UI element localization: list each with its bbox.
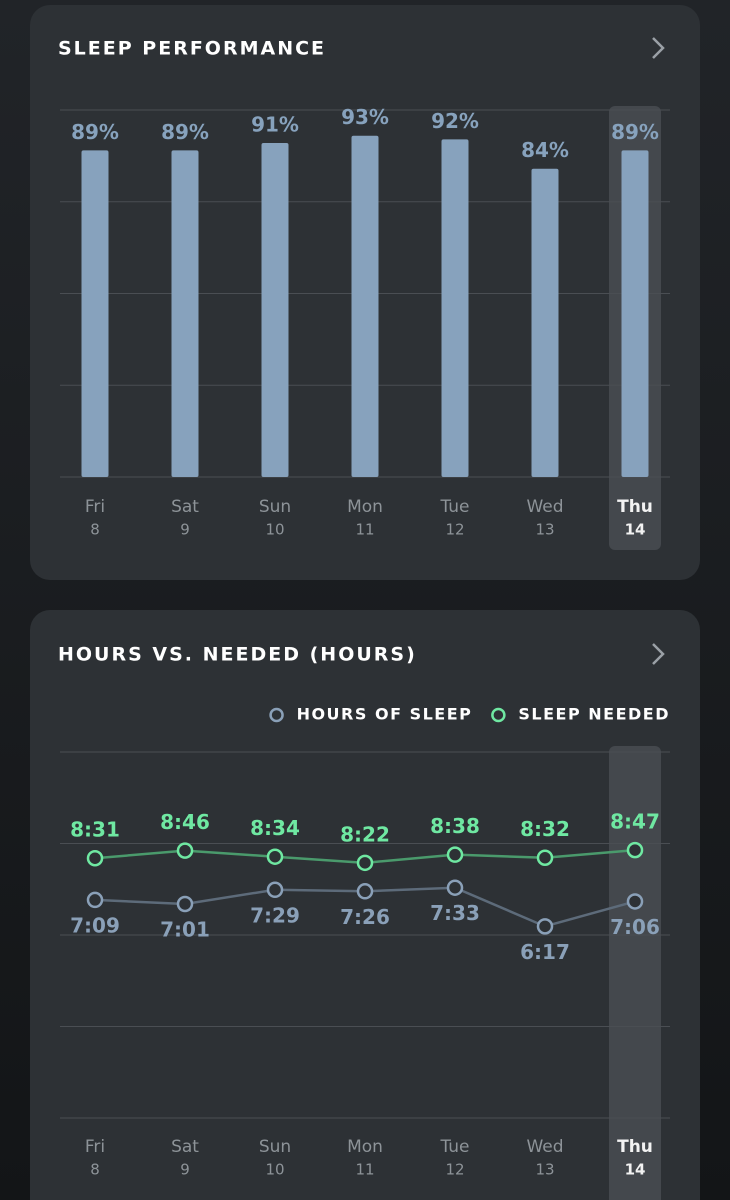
card-title: HOURS VS. NEEDED (HOURS) bbox=[58, 644, 417, 666]
point bbox=[86, 891, 104, 909]
value-label: 8:47 bbox=[610, 810, 660, 834]
x-tick-label: Sun bbox=[259, 1137, 291, 1157]
value-label: 8:38 bbox=[430, 814, 480, 838]
x-tick-label: Fri bbox=[85, 497, 105, 517]
point bbox=[356, 854, 374, 872]
card bbox=[30, 610, 700, 1200]
x-tick-label: 13 bbox=[535, 521, 554, 539]
x-tick-label: 10 bbox=[265, 1161, 284, 1179]
bar bbox=[171, 150, 199, 477]
x-tick-label: Mon bbox=[347, 1137, 383, 1157]
value-label: 7:33 bbox=[430, 901, 480, 925]
point bbox=[266, 848, 284, 865]
x-tick-label: Sun bbox=[259, 497, 291, 517]
point bbox=[446, 846, 464, 863]
value-label: 84% bbox=[521, 138, 569, 162]
value-label: 8:31 bbox=[70, 818, 120, 842]
point bbox=[356, 883, 374, 900]
legend-label: SLEEP NEEDED bbox=[518, 705, 670, 724]
x-tick-label: 8 bbox=[90, 521, 100, 539]
x-tick-label: Mon bbox=[347, 497, 383, 517]
value-label: 8:46 bbox=[160, 810, 210, 834]
value-label: 8:22 bbox=[340, 822, 390, 846]
highlight bbox=[609, 746, 661, 1200]
x-tick-label: 12 bbox=[445, 521, 464, 539]
legend-marker bbox=[269, 707, 284, 723]
point bbox=[266, 881, 284, 899]
value-label: 92% bbox=[431, 109, 479, 133]
point bbox=[86, 849, 104, 867]
value-label: 7:01 bbox=[160, 917, 210, 941]
x-tick-label: 10 bbox=[265, 521, 284, 539]
x-tick-label: Sat bbox=[171, 1137, 199, 1157]
point bbox=[536, 849, 554, 866]
x-tick-label: Tue bbox=[439, 497, 469, 517]
x-tick-label: 11 bbox=[355, 521, 374, 539]
legend-marker bbox=[491, 707, 506, 723]
value-label: 89% bbox=[71, 120, 119, 144]
value-label: 7:06 bbox=[610, 915, 660, 939]
x-tick-label: 8 bbox=[90, 1161, 100, 1179]
value-label: 91% bbox=[251, 113, 299, 137]
value-label: 89% bbox=[161, 120, 209, 144]
legend-label: HOURS OF SLEEP bbox=[297, 705, 473, 724]
x-tick-label: Thu bbox=[617, 1137, 653, 1157]
x-tick-label: 14 bbox=[625, 521, 646, 539]
x-tick-label: Tue bbox=[439, 1137, 469, 1157]
chevron[interactable] bbox=[652, 643, 665, 665]
bar bbox=[261, 143, 289, 477]
value-label: 93% bbox=[341, 105, 389, 129]
x-tick-label: Wed bbox=[526, 497, 563, 517]
x-tick-label: 14 bbox=[625, 1161, 646, 1179]
bar bbox=[621, 150, 649, 477]
bar bbox=[81, 150, 109, 477]
x-tick-label: Sat bbox=[171, 497, 199, 517]
point bbox=[176, 895, 194, 913]
value-label: 8:32 bbox=[520, 817, 570, 841]
bar bbox=[351, 135, 379, 477]
value-label: 6:17 bbox=[520, 940, 570, 964]
value-label: 7:29 bbox=[250, 903, 300, 927]
bar bbox=[441, 139, 469, 478]
x-tick-label: 12 bbox=[445, 1161, 464, 1179]
x-tick-label: 9 bbox=[180, 521, 190, 539]
point bbox=[446, 879, 464, 896]
x-tick-label: 13 bbox=[535, 1161, 554, 1179]
x-tick-label: Thu bbox=[617, 497, 653, 517]
bar bbox=[531, 168, 559, 477]
point bbox=[536, 918, 554, 935]
card-title: SLEEP PERFORMANCE bbox=[58, 38, 326, 60]
x-tick-label: Fri bbox=[85, 1137, 105, 1157]
x-tick-label: Wed bbox=[526, 1137, 563, 1157]
x-tick-label: 11 bbox=[355, 1161, 374, 1179]
x-tick-label: 9 bbox=[180, 1161, 190, 1179]
value-label: 7:26 bbox=[340, 905, 390, 929]
value-label: 7:09 bbox=[70, 913, 120, 937]
value-label: 8:34 bbox=[250, 816, 300, 840]
point bbox=[626, 893, 644, 910]
value-label: 89% bbox=[611, 120, 659, 144]
point bbox=[176, 842, 194, 859]
chevron[interactable] bbox=[652, 37, 665, 59]
point bbox=[626, 841, 644, 859]
